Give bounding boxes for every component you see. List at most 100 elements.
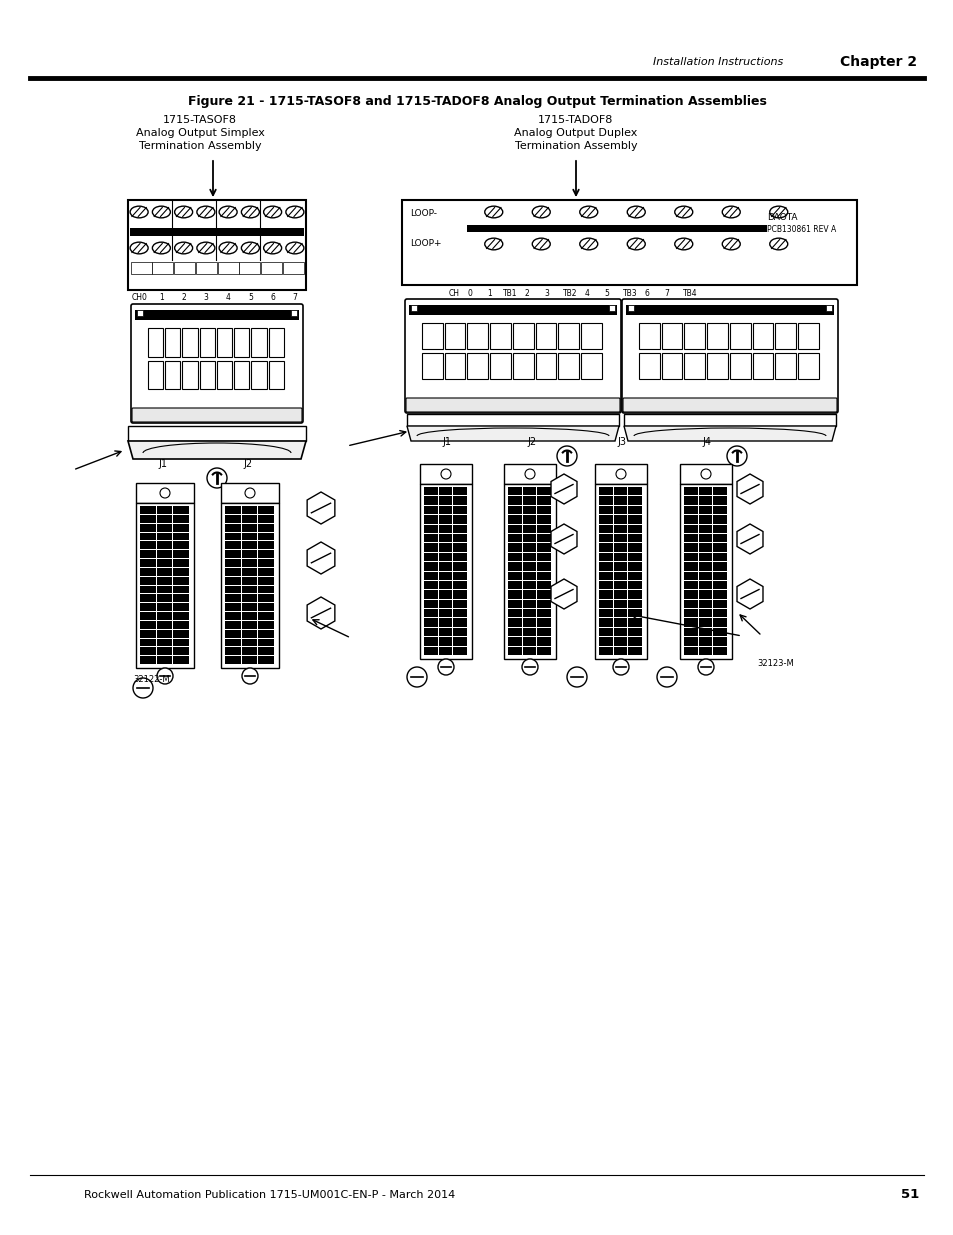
Bar	[241, 577, 257, 584]
Bar	[258, 541, 274, 550]
Bar	[598, 525, 612, 534]
Bar	[628, 553, 641, 561]
Bar	[507, 580, 521, 589]
Bar	[628, 637, 641, 646]
Bar	[156, 630, 172, 637]
Bar	[713, 580, 726, 589]
Bar	[156, 656, 172, 664]
Polygon shape	[407, 426, 618, 441]
Bar	[423, 496, 437, 505]
Bar	[269, 361, 284, 389]
Bar	[225, 647, 240, 655]
Bar	[537, 627, 551, 636]
Bar	[225, 506, 240, 514]
Bar	[537, 543, 551, 552]
Bar	[698, 562, 712, 571]
Bar	[156, 541, 172, 550]
Circle shape	[616, 469, 625, 479]
Bar	[613, 534, 627, 542]
Bar	[490, 353, 511, 379]
Bar	[628, 647, 641, 655]
Bar	[140, 621, 155, 629]
Bar	[140, 559, 155, 567]
Bar	[613, 647, 627, 655]
Bar	[173, 603, 189, 611]
Bar	[537, 487, 551, 495]
Bar	[225, 524, 240, 531]
Bar	[423, 627, 437, 636]
Bar	[453, 600, 467, 608]
Bar	[613, 619, 627, 627]
Bar	[444, 353, 465, 379]
Bar	[698, 590, 712, 599]
Bar	[241, 506, 257, 514]
Bar	[595, 464, 646, 484]
Bar	[537, 647, 551, 655]
Bar	[438, 647, 452, 655]
Bar	[713, 562, 726, 571]
Bar	[628, 619, 641, 627]
Ellipse shape	[219, 242, 237, 254]
Bar	[698, 647, 712, 655]
Bar	[438, 619, 452, 627]
Text: J1: J1	[158, 459, 168, 469]
Bar	[453, 487, 467, 495]
Text: TB1: TB1	[502, 289, 517, 298]
Ellipse shape	[152, 206, 171, 217]
Text: 6: 6	[270, 294, 274, 303]
Bar	[173, 541, 189, 550]
Bar	[438, 543, 452, 552]
Bar	[258, 532, 274, 541]
Bar	[522, 525, 536, 534]
Bar	[628, 543, 641, 552]
Text: J2: J2	[527, 437, 536, 447]
Bar	[130, 228, 304, 236]
FancyBboxPatch shape	[132, 408, 302, 422]
Polygon shape	[551, 474, 577, 504]
Text: 51: 51	[900, 1188, 918, 1202]
Bar	[628, 487, 641, 495]
Bar	[225, 559, 240, 567]
Bar	[453, 590, 467, 599]
Bar	[241, 594, 257, 603]
Bar	[683, 543, 697, 552]
Polygon shape	[307, 492, 335, 524]
Bar	[225, 568, 240, 576]
Bar	[537, 534, 551, 542]
Bar	[713, 590, 726, 599]
Ellipse shape	[219, 206, 237, 217]
Bar	[537, 580, 551, 589]
Bar	[598, 627, 612, 636]
Bar	[713, 543, 726, 552]
Bar	[684, 353, 704, 379]
Bar	[683, 487, 697, 495]
Polygon shape	[307, 597, 335, 629]
Bar	[558, 324, 578, 350]
Bar	[595, 484, 646, 659]
Bar	[156, 594, 172, 603]
Bar	[683, 647, 697, 655]
Bar	[698, 496, 712, 505]
Bar	[140, 515, 155, 522]
Bar	[752, 353, 773, 379]
Polygon shape	[128, 441, 306, 459]
Bar	[522, 487, 536, 495]
Bar	[713, 609, 726, 618]
Bar	[537, 496, 551, 505]
Bar	[503, 464, 556, 484]
Ellipse shape	[241, 206, 259, 217]
Bar	[241, 656, 257, 664]
Bar	[438, 600, 452, 608]
Bar	[173, 506, 189, 514]
Bar	[261, 262, 282, 274]
Bar	[225, 656, 240, 664]
Text: J4: J4	[701, 437, 711, 447]
Bar	[522, 562, 536, 571]
Bar	[140, 630, 155, 637]
Bar	[684, 324, 704, 350]
Ellipse shape	[721, 206, 740, 217]
Bar	[225, 630, 240, 637]
Text: J3: J3	[617, 437, 626, 447]
Ellipse shape	[532, 206, 550, 217]
Bar	[148, 329, 163, 357]
